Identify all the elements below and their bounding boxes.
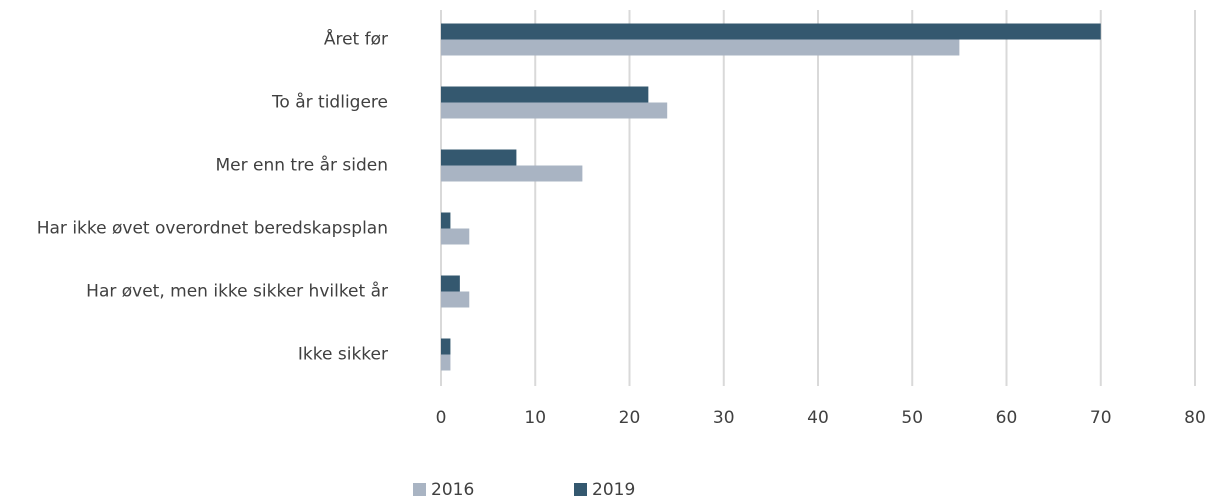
y-tick-label: Har ikke øvet overordnet beredskapsplan (37, 219, 388, 239)
x-tick-label: 60 (996, 408, 1018, 428)
legend-swatch (574, 483, 587, 496)
y-tick-label: To år tidligere (271, 92, 388, 113)
bar (441, 165, 583, 182)
y-tick-label: Året før (324, 28, 388, 50)
x-tick-label: 50 (901, 408, 923, 428)
bar (441, 291, 470, 308)
x-tick-label: 80 (1184, 408, 1206, 428)
bar (441, 86, 649, 103)
legend-label: 2019 (592, 480, 635, 500)
x-tick-label: 70 (1090, 408, 1112, 428)
bar (441, 338, 451, 355)
bar (441, 102, 668, 119)
legend-swatch (413, 483, 426, 496)
x-tick-label: 20 (619, 408, 641, 428)
bar (441, 228, 470, 245)
bar (441, 212, 451, 229)
x-tick-label: 30 (713, 408, 735, 428)
bar (441, 354, 451, 371)
x-tick-label: 10 (524, 408, 546, 428)
x-tick-label: 40 (807, 408, 829, 428)
y-tick-label: Har øvet, men ikke sikker hvilket år (86, 281, 388, 302)
bar (441, 23, 1101, 40)
y-tick-label: Ikke sikker (298, 345, 388, 365)
legend-label: 2016 (431, 480, 474, 500)
bar (441, 149, 517, 166)
bar (441, 275, 460, 292)
y-tick-label: Mer enn tre år siden (216, 155, 389, 176)
x-tick-label: 0 (436, 408, 447, 428)
bar (441, 39, 960, 56)
